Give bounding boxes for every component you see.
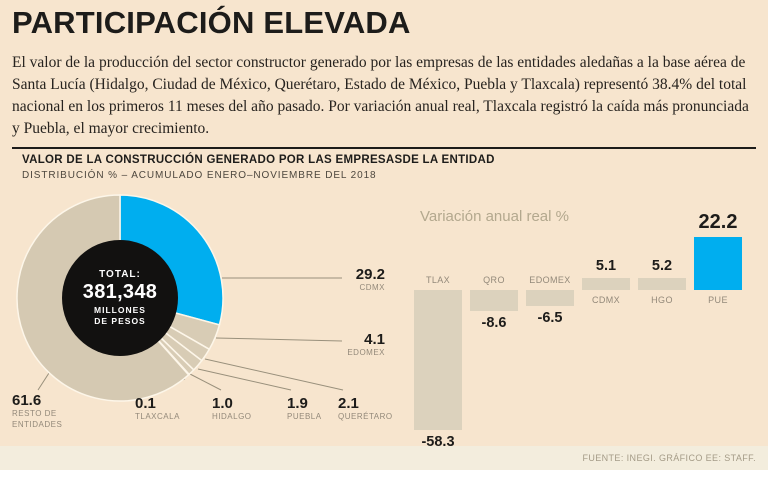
chart-section-subtitle: DISTRIBUCIÓN % – ACUMULADO ENERO–NOVIEMB… xyxy=(22,170,377,181)
bar-tlax xyxy=(414,290,462,430)
total-label: TOTAL: xyxy=(99,268,141,280)
pie-name: RESTO DE ENTIDADES xyxy=(12,409,63,429)
bar-pue xyxy=(694,236,742,290)
pie-value: 1.9 xyxy=(287,395,308,412)
bar-hgo xyxy=(638,277,686,290)
pie-center-total: TOTAL: 381,348 MILLONES DE PESOS xyxy=(62,240,178,356)
pie-name: PUEBLA xyxy=(287,412,322,422)
pie-label-cdmx: 29.2 CDMX xyxy=(300,266,385,294)
pie-name: CDMX xyxy=(359,283,385,293)
total-unit-1: MILLONES xyxy=(94,304,146,315)
bar-category-label: QRO xyxy=(483,275,505,285)
section-divider xyxy=(12,147,756,149)
bar-cdmx xyxy=(582,277,630,290)
bar-value-label: -6.5 xyxy=(537,309,563,326)
bar-value-label: 22.2 xyxy=(698,210,738,233)
bar-edomex xyxy=(526,290,574,306)
pie-value: 61.6 xyxy=(12,392,42,409)
pie-value: 0.1 xyxy=(135,395,156,412)
chart-section-title: VALOR DE LA CONSTRUCCIÓN GENERADO POR LA… xyxy=(22,154,495,166)
bar-category-label: PUE xyxy=(708,295,728,305)
bar-value-label: -8.6 xyxy=(481,314,507,331)
bar-category-label: CDMX xyxy=(591,295,621,305)
pie-value: 4.1 xyxy=(364,331,385,348)
footer-band: FUENTE: INEGI. GRÁFICO EE: STAFF. xyxy=(0,446,768,470)
bar-category-label: EDOMEX xyxy=(529,275,571,285)
pie-label-queretaro: 2.1 QUERÉTARO xyxy=(338,395,398,423)
total-value: 381,348 xyxy=(82,280,158,303)
bar-category-label: TLAX xyxy=(425,275,451,285)
pie-label-edomex: 4.1 EDOMEX xyxy=(300,331,385,359)
bar-chart-title: Variación anual real % xyxy=(420,208,569,225)
pie-value: 29.2 xyxy=(355,266,385,283)
pie-value: 2.1 xyxy=(338,395,359,412)
pie-label-hidalgo: 1.0 HIDALGO xyxy=(212,395,272,423)
pie-name: HIDALGO xyxy=(212,412,252,422)
bar-value-label: 5.1 xyxy=(595,257,617,274)
bar-value-label: 5.2 xyxy=(651,257,673,274)
pie-label-resto: 61.6 RESTO DE ENTIDADES xyxy=(12,392,67,430)
pie-name: QUERÉTARO xyxy=(338,412,393,422)
pie-name: EDOMEX xyxy=(347,348,385,358)
pie-label-puebla: 1.9 PUEBLA xyxy=(287,395,347,423)
page-title: PARTICIPACIÓN ELEVADA xyxy=(12,5,411,40)
bottom-margin xyxy=(0,470,768,485)
source-credit: FUENTE: INEGI. GRÁFICO EE: STAFF. xyxy=(582,453,756,463)
pie-label-tlaxcala: 0.1 TLAXCALA xyxy=(135,395,195,423)
bar-qro xyxy=(470,290,518,311)
intro-text: El valor de la producción del sector con… xyxy=(12,54,749,137)
pie-name: TLAXCALA xyxy=(135,412,180,422)
total-unit-2: DE PESOS xyxy=(94,316,146,326)
bar-value-label: -58.3 xyxy=(421,433,455,450)
pie-value: 1.0 xyxy=(212,395,233,412)
bar-category-label: HGO xyxy=(651,295,673,305)
bar-chart: TLAX -58.3 QRO -8.6 EDOMEX -6.5 CDMX 5.1 HGO 5.2 P… xyxy=(412,211,764,450)
